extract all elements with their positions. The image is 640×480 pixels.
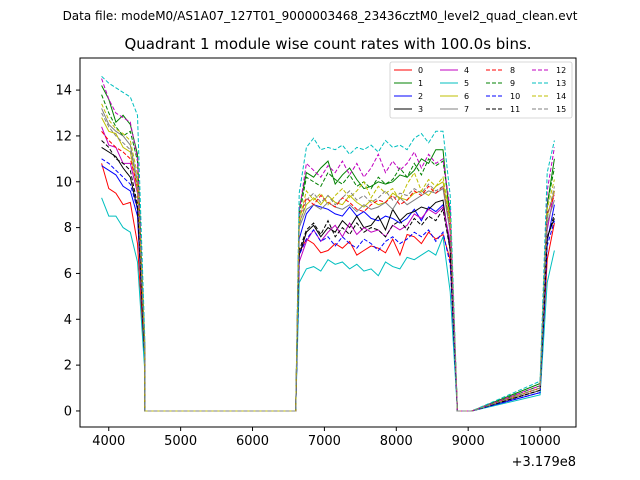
legend-label-5: 5 <box>464 79 469 88</box>
legend-label-8: 8 <box>510 66 515 75</box>
legend-label-3: 3 <box>418 105 423 114</box>
legend-label-1: 1 <box>418 79 423 88</box>
legend-box <box>389 61 573 119</box>
legend-label-10: 10 <box>510 92 520 101</box>
x-tick-label: 5000 <box>164 434 197 449</box>
series-layer <box>101 75 555 412</box>
y-tick-label: 2 <box>64 359 72 374</box>
legend-label-2: 2 <box>418 92 423 101</box>
legend-label-0: 0 <box>418 66 423 75</box>
legend-label-4: 4 <box>464 66 469 75</box>
series-line-14 <box>101 103 555 412</box>
plot-frame <box>79 57 577 428</box>
y-tick-label: 14 <box>55 84 72 99</box>
y-tick-label: 12 <box>55 129 72 144</box>
series-line-15 <box>101 112 555 412</box>
x-tick-label: 4000 <box>92 434 125 449</box>
x-tick-label: 7000 <box>308 434 341 449</box>
chart-title: Quadrant 1 module wise count rates with … <box>124 35 531 53</box>
x-tick-label: 8000 <box>380 434 413 449</box>
y-tick-label: 0 <box>64 404 72 419</box>
legend-label-12: 12 <box>556 66 566 75</box>
legend-label-6: 6 <box>464 92 469 101</box>
y-tick-label: 4 <box>64 313 72 328</box>
legend-label-11: 11 <box>510 105 520 114</box>
data-file-suptitle: Data file: modeM0/AS1A07_127T01_90000034… <box>63 9 578 23</box>
x-tick-label: 9000 <box>452 434 485 449</box>
y-tick-label: 8 <box>64 221 72 236</box>
axis-layer: 4000 5000 6000 7000 8000 9000 10000 0 2 4 6 8 10 12 14 <box>55 84 560 449</box>
legend-label-13: 13 <box>556 79 566 88</box>
y-tick-label: 6 <box>64 267 72 282</box>
y-tick-label: 10 <box>55 175 72 190</box>
x-offset-label: +3.179e8 <box>512 455 576 470</box>
legend-label-14: 14 <box>556 92 566 101</box>
x-tick-label: 10000 <box>519 434 560 449</box>
legend-label-7: 7 <box>464 105 469 114</box>
legend-label-15: 15 <box>556 105 566 114</box>
plot-area <box>80 58 576 427</box>
legend-label-9: 9 <box>510 79 515 88</box>
x-tick-label: 6000 <box>236 434 269 449</box>
